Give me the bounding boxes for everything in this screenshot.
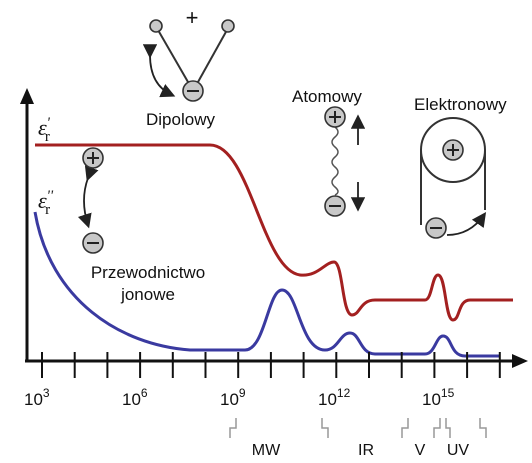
x-arrow (512, 354, 528, 368)
exp: 15 (441, 386, 455, 400)
exp: 6 (141, 386, 148, 400)
mechanism-label: Przewodnictwo (91, 263, 205, 282)
base: 10 (318, 390, 337, 409)
dipole-icon (150, 20, 234, 101)
exp: 12 (337, 386, 351, 400)
diagram: ε'r ε''r 103 106 109 1012 1015 MW IR V U… (0, 0, 532, 463)
band-label: UV (447, 442, 470, 459)
x-tick-label: 1015 (422, 386, 455, 409)
ionic-icon (83, 148, 103, 253)
bracket (446, 418, 450, 438)
dipole-sign: + (186, 5, 199, 30)
band-brackets (230, 418, 486, 438)
mechanism-label: Dipolowy (146, 110, 215, 129)
exp: 9 (239, 386, 246, 400)
bracket (402, 418, 408, 438)
mechanism-label: Elektronowy (414, 95, 507, 114)
bracket (434, 418, 440, 438)
axes (20, 88, 528, 368)
base: 10 (220, 390, 239, 409)
bracket (230, 418, 236, 438)
x-tick-label: 103 (24, 386, 50, 409)
sub: r (45, 202, 50, 218)
y-arrow (20, 88, 34, 104)
exp: 3 (43, 386, 50, 400)
x-tick-label: 109 (220, 386, 246, 409)
y-label-imag: ε''r (38, 188, 54, 218)
bracket (480, 418, 486, 438)
electronic-icon (421, 118, 485, 238)
bracket (322, 418, 328, 438)
ticks (42, 352, 500, 378)
band-label: MW (252, 442, 281, 459)
mechanism-label: Atomowy (292, 87, 362, 106)
mechanism-label: jonowe (120, 285, 175, 304)
band-label: IR (358, 442, 374, 459)
atomic-icon (325, 107, 358, 216)
base: 10 (122, 390, 141, 409)
tick-labels: 103 106 109 1012 1015 (24, 386, 455, 409)
base: 10 (24, 390, 43, 409)
x-tick-label: 106 (122, 386, 148, 409)
x-tick-label: 1012 (318, 386, 351, 409)
y-label-real: ε'r (38, 115, 51, 145)
base: 10 (422, 390, 441, 409)
band-label: V (415, 442, 426, 459)
sub: r (45, 129, 50, 145)
